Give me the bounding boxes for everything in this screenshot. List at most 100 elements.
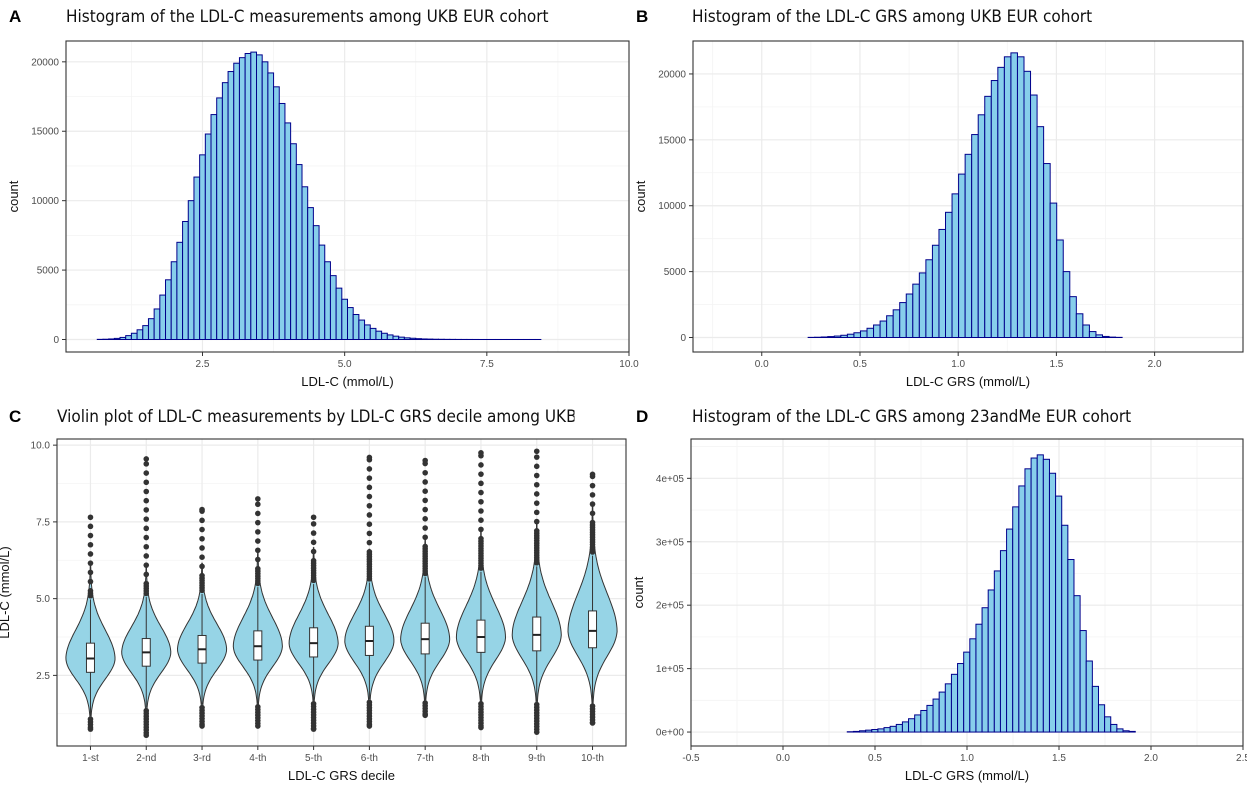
histogram-bar [999, 550, 1008, 733]
outlier-point [422, 516, 428, 522]
outlier-point [143, 534, 150, 541]
histogram-bar [324, 261, 331, 341]
outlier-point [589, 519, 596, 526]
histogram-bar [951, 193, 960, 339]
histogram-bar [846, 333, 855, 339]
histogram-bar [1101, 335, 1110, 339]
panel-title-c: Violin plot of LDL-C measurements by LDL… [57, 406, 667, 426]
histogram-bar [1128, 730, 1136, 733]
histogram-bar [369, 327, 377, 341]
histogram-bar [329, 275, 337, 341]
histogram-bar [278, 102, 286, 341]
x-tick-label: 5-th [305, 753, 322, 764]
outlier-point [143, 580, 150, 587]
histogram-bar [1049, 202, 1058, 339]
histogram-bar [227, 71, 235, 341]
x-tick-label: 1-st [82, 753, 99, 764]
x-tick-label: 4-th [249, 753, 266, 764]
outlier-point [366, 502, 373, 509]
histogram-bar [908, 718, 916, 733]
histogram-bar [415, 338, 422, 341]
x-tick-label: 2.5 [196, 359, 210, 370]
histogram-bar [176, 241, 184, 341]
outlier-point [422, 712, 428, 719]
histogram-bar [892, 309, 901, 339]
panel-letter-a: A [9, 7, 21, 26]
y-tick-label: 10000 [31, 196, 59, 207]
histogram-bar [1069, 296, 1077, 339]
outlier-point [533, 729, 540, 735]
y-tick-label: 15000 [658, 135, 686, 146]
histogram-bar [833, 335, 842, 339]
x-tick-label: 7.5 [480, 359, 494, 370]
histogram-bar [931, 244, 940, 339]
outlier-point [422, 525, 428, 531]
outlier-point [143, 456, 150, 462]
histogram-bar [216, 97, 223, 341]
outlier-point [310, 726, 317, 732]
outlier-point [87, 726, 94, 732]
histogram-bar [987, 589, 995, 733]
x-tick-label: 0.5 [868, 753, 882, 764]
outlier-point [533, 481, 540, 488]
histogram-bar [964, 153, 973, 339]
histogram-bar [335, 287, 343, 341]
histogram-bar [1075, 313, 1084, 339]
histogram-bar [938, 691, 946, 733]
histogram-bar [147, 318, 155, 341]
histogram-bar [1048, 472, 1057, 733]
histogram-bar [312, 225, 320, 341]
plot-border-a [65, 40, 630, 353]
y-tick-label: 5000 [37, 266, 60, 277]
outlier-point [87, 588, 94, 594]
histogram-bar [993, 570, 1001, 733]
histogram-bar [984, 95, 992, 339]
histogram-bar [142, 325, 149, 341]
histogram-bar [912, 283, 920, 339]
histogram-bar [1073, 595, 1081, 733]
outlier-point [533, 491, 540, 497]
histogram-bar [873, 324, 881, 339]
x-axis-label-d: LDL-C GRS (mmol/L) [905, 768, 1029, 783]
panel-b: B Histogram of the LDL-C GRS among UKB EU… [633, 6, 1244, 389]
outlier-point [143, 479, 150, 486]
histogram-bar [187, 200, 195, 341]
outlier-point [589, 482, 596, 489]
outlier-point [143, 470, 150, 476]
x-tick-label: 1.5 [1052, 753, 1066, 764]
histogram-bar [398, 336, 405, 341]
outlier-point [199, 535, 205, 542]
outlier-point [87, 551, 94, 557]
histogram-bar [1018, 485, 1026, 733]
outlier-point [478, 535, 484, 542]
outlier-point [143, 525, 150, 532]
y-tick-label: 0 [53, 335, 59, 346]
y-tick-label: 20000 [31, 57, 59, 68]
histogram-bar [859, 330, 868, 339]
histogram-bar [290, 143, 297, 341]
histogram-bar [1016, 56, 1025, 339]
histogram-bar [1023, 70, 1032, 339]
x-axis-label-c: LDL-C GRS decile [288, 768, 395, 783]
histogram-bar [352, 314, 360, 341]
outlier-point [478, 480, 484, 487]
outlier-point [255, 556, 261, 563]
y-axis-label-d: count [631, 576, 646, 608]
histogram-bar [341, 298, 349, 341]
outlier-point [87, 569, 94, 576]
histogram-bar [852, 730, 861, 733]
histogram-bar [990, 80, 999, 339]
histogram-bar [865, 729, 873, 733]
outlier-point [366, 512, 373, 518]
outlier-point [366, 723, 373, 729]
histogram-bar [1003, 56, 1012, 339]
histogram-bar [1079, 630, 1087, 733]
histogram-bar [1036, 126, 1045, 339]
y-tick-label: 10000 [658, 201, 686, 212]
x-tick-label: 0.5 [853, 359, 867, 370]
outlier-point [533, 454, 540, 460]
outlier-point [478, 450, 484, 456]
outlier-point [366, 493, 373, 500]
histogram-bar [250, 51, 258, 341]
outlier-point [143, 461, 150, 467]
